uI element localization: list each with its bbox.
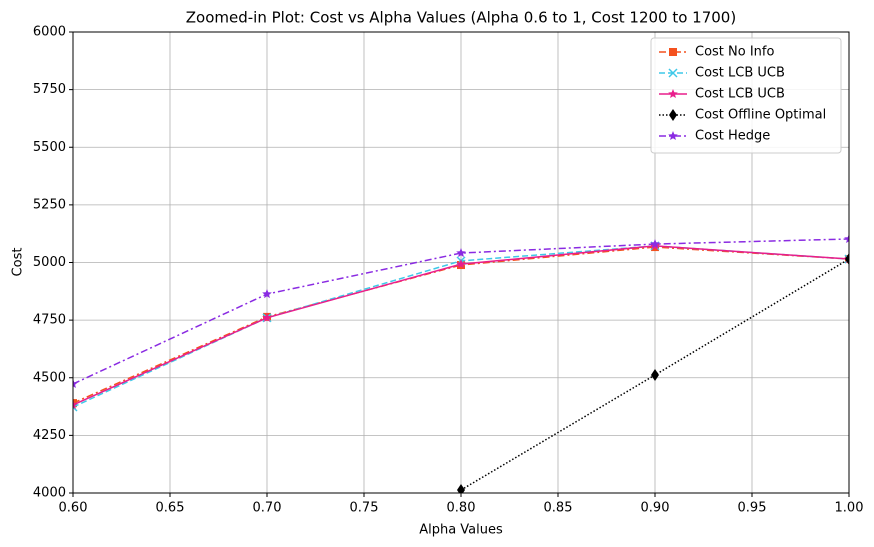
marker — [668, 131, 678, 140]
y-tick-label: 4250 — [33, 428, 66, 443]
y-axis-label: Cost — [11, 248, 26, 277]
series-line — [73, 238, 849, 385]
x-tick-label: 0.95 — [738, 501, 767, 516]
x-axis-label: Alpha Values — [419, 523, 503, 538]
marker — [651, 368, 659, 381]
y-tick-label: 4500 — [33, 370, 66, 385]
y-tick-label: 5500 — [33, 140, 66, 155]
legend-box — [650, 37, 842, 154]
marker — [262, 312, 272, 322]
y-tick-label: 4750 — [33, 313, 66, 328]
y-tick-label: 5250 — [33, 197, 66, 212]
x-tick-label: 0.60 — [59, 501, 88, 516]
chart-title: Zoomed-in Plot: Cost vs Alpha Values (Al… — [186, 9, 736, 27]
marker — [669, 48, 677, 56]
marker — [668, 68, 678, 78]
y-tick-label: 4000 — [33, 486, 66, 501]
plot-area — [73, 234, 849, 493]
marker — [669, 109, 677, 121]
x-tick-label: 1.00 — [835, 501, 864, 516]
marker — [845, 253, 849, 266]
x-tick-label: 0.80 — [447, 501, 476, 516]
plot-frame — [72, 31, 850, 494]
x-tick-label: 0.85 — [544, 501, 573, 516]
x-tick-label: 0.90 — [641, 501, 670, 516]
marker — [73, 399, 78, 409]
y-tick-label: 5000 — [33, 255, 66, 270]
y-tick-label: 5750 — [33, 82, 66, 97]
marker — [844, 254, 849, 264]
legend-label: Cost LCB UCB — [695, 66, 785, 81]
marker — [456, 248, 466, 258]
series-line — [73, 246, 849, 404]
marker — [650, 239, 660, 249]
legend-label: Cost Offline Optimal — [695, 108, 826, 123]
marker — [73, 379, 78, 388]
legend-label: Cost No Info — [695, 45, 774, 60]
x-tick-label: 0.75 — [350, 501, 379, 516]
legend-label: Cost Hedge — [695, 129, 770, 144]
marker — [456, 259, 466, 269]
marker — [73, 399, 77, 408]
marker — [262, 289, 272, 299]
marker — [457, 484, 465, 493]
legend-label: Cost LCB UCB — [695, 87, 785, 102]
x-tick-label: 0.70 — [253, 501, 282, 516]
y-tick-label: 6000 — [33, 25, 66, 40]
x-tick-label: 0.65 — [156, 501, 185, 516]
marker — [668, 89, 678, 98]
marker — [844, 234, 849, 243]
